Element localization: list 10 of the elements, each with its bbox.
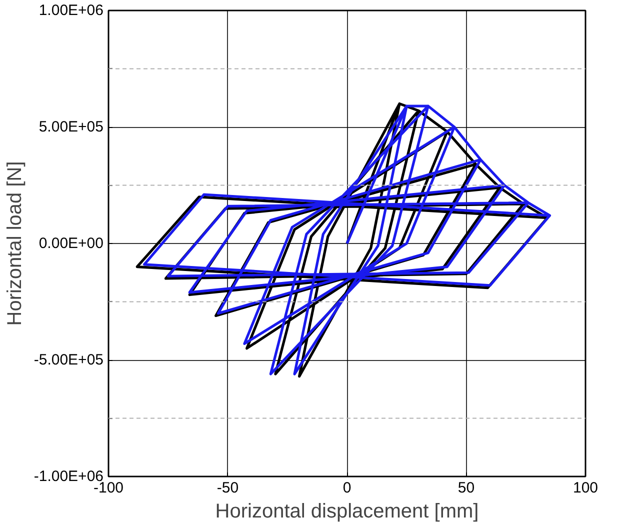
y-tick-label: -5.00E+05 (34, 352, 104, 368)
x-tick-label: 50 (458, 480, 475, 496)
x-axis-title: Horizontal displacement [mm] (215, 500, 479, 522)
x-tick-label: -50 (216, 480, 239, 496)
y-tick-label: 0.00E+00 (38, 235, 104, 252)
y-tick-label: 1.00E+06 (38, 2, 104, 19)
x-tick-label: 0 (342, 480, 352, 496)
x-tick-label: 100 (572, 480, 598, 496)
y-axis-title: Horizontal load [N] (4, 161, 26, 326)
y-tick-label: 5.00E+05 (38, 118, 104, 136)
